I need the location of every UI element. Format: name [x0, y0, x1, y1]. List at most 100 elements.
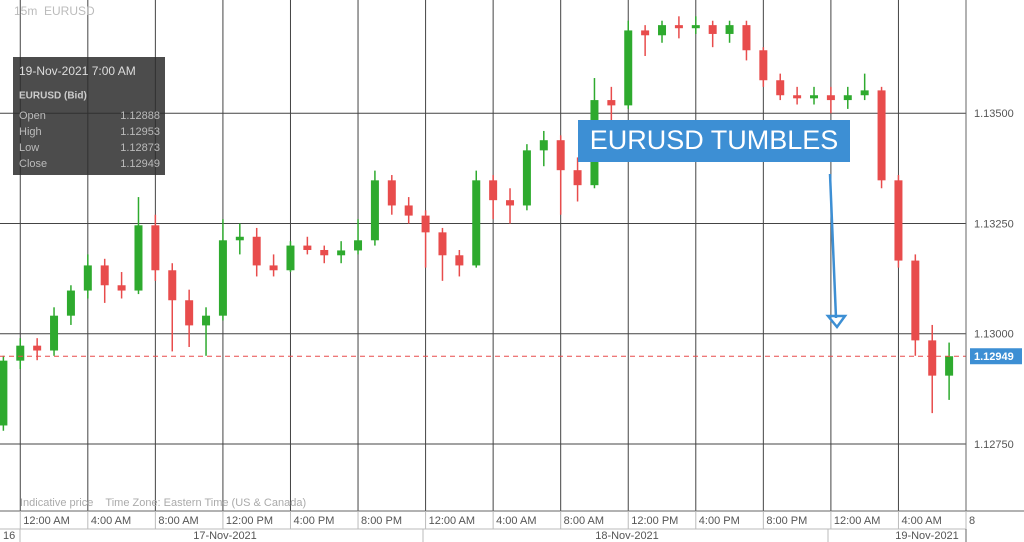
candle-body: [387, 180, 396, 206]
candle-body: [658, 25, 667, 36]
candle-body: [522, 150, 531, 206]
candle-body: [370, 180, 379, 241]
y-tick-label: 1.12750: [974, 439, 1014, 451]
candle-body: [455, 255, 464, 266]
candle-body: [50, 315, 59, 351]
candle-body: [793, 95, 802, 99]
x-tick-label: 4:00 AM: [496, 515, 536, 527]
x-tick-label: 8:00 AM: [564, 515, 604, 527]
candle-body: [725, 25, 734, 34]
x-tick-label: 4:00 AM: [901, 515, 941, 527]
candle-body: [354, 240, 363, 251]
chart-title: 15m EURUSD: [14, 4, 95, 18]
candle-body: [708, 25, 717, 34]
candle-body: [320, 249, 329, 256]
x-tick-label: 4:00 PM: [699, 515, 740, 527]
candle-body: [117, 285, 126, 291]
candle-body: [506, 200, 515, 206]
annotation: EURUSD TUMBLES: [590, 125, 839, 155]
x-tick-label: 12:00 AM: [834, 515, 880, 527]
x-tick-label: 8:00 PM: [766, 515, 807, 527]
y-tick-label: 1.13250: [974, 218, 1014, 230]
x-tick-label: 12:00 AM: [429, 515, 475, 527]
candle-body: [691, 25, 700, 29]
arrow-head: [825, 314, 848, 330]
annotation-box: [578, 120, 850, 162]
candle-body: [742, 25, 751, 51]
candle-body: [421, 215, 430, 233]
y-tick-label: 1.13000: [974, 329, 1014, 341]
candle-body: [928, 340, 937, 376]
candle-body: [776, 80, 785, 96]
info-label: Close: [19, 158, 47, 170]
date-label: 19-Nov-2021: [895, 530, 959, 542]
candle-body: [185, 300, 194, 326]
candle-body: [877, 90, 886, 181]
info-value: 1.12953: [120, 126, 160, 138]
candle-body: [134, 225, 143, 291]
candle-body: [33, 345, 42, 351]
candle-body: [16, 345, 25, 361]
x-tick-label: 12:00 PM: [631, 515, 678, 527]
x-tick-label: 8: [969, 515, 975, 527]
candle-body: [168, 270, 177, 301]
date-label: 16: [3, 530, 15, 542]
candle-body: [235, 236, 244, 241]
info-value: 1.12949: [120, 158, 160, 170]
candle-body: [100, 265, 109, 286]
candle-body: [269, 265, 278, 271]
x-tick-label: 4:00 AM: [91, 515, 131, 527]
date-label: 17-Nov-2021: [193, 530, 257, 542]
candle-body: [202, 315, 211, 326]
x-tick-label: 12:00 PM: [226, 515, 273, 527]
candle-body: [337, 250, 346, 256]
candle-body: [674, 25, 683, 29]
last-price-label: 1.12949: [974, 351, 1014, 363]
candle-body: [945, 356, 954, 376]
info-value: 1.12888: [120, 110, 160, 122]
candle-body: [810, 95, 819, 99]
candle-body: [83, 265, 92, 291]
arrow: [828, 173, 838, 319]
candle-body: [641, 30, 650, 36]
date-label: 18-Nov-2021: [595, 530, 659, 542]
candle-body: [607, 100, 616, 106]
y-tick-label: 1.13500: [974, 108, 1014, 120]
info-label: Low: [19, 142, 39, 154]
footer: Indicative price Time Zone: Eastern Time…: [20, 497, 306, 509]
candle-body: [252, 236, 261, 266]
candle-body: [556, 140, 565, 171]
x-tick-label: 12:00 AM: [23, 515, 69, 527]
info-label: Open: [19, 110, 46, 122]
info-time: 19-Nov-2021 7:00 AM: [19, 64, 136, 78]
candle-body: [826, 95, 835, 101]
candle-body: [472, 180, 481, 266]
candle-body: [539, 140, 548, 151]
candle-body: [438, 232, 447, 256]
info-box: [13, 57, 165, 175]
candle-body: [911, 260, 920, 341]
candle-body: [218, 240, 227, 316]
candles: [0, 16, 954, 431]
candle-body: [573, 170, 582, 186]
candle-body: [286, 245, 295, 271]
candle-body: [0, 360, 8, 426]
candle-body: [151, 225, 160, 271]
candle-body: [66, 290, 75, 316]
info-symbol: EURUSD (Bid): [19, 91, 87, 102]
x-tick-label: 8:00 AM: [158, 515, 198, 527]
candle-body: [860, 90, 869, 96]
x-tick-label: 4:00 PM: [293, 515, 334, 527]
info-value: 1.12873: [120, 142, 160, 154]
candle-body: [404, 205, 413, 216]
candle-body: [894, 180, 903, 261]
candle-body: [759, 50, 768, 81]
candle-body: [843, 95, 852, 101]
last-price-box: [970, 348, 1022, 365]
x-tick-label: 8:00 PM: [361, 515, 402, 527]
info-label: High: [19, 126, 42, 138]
candle-body: [489, 180, 498, 201]
candle-body: [303, 245, 312, 250]
candle-body: [624, 30, 633, 106]
